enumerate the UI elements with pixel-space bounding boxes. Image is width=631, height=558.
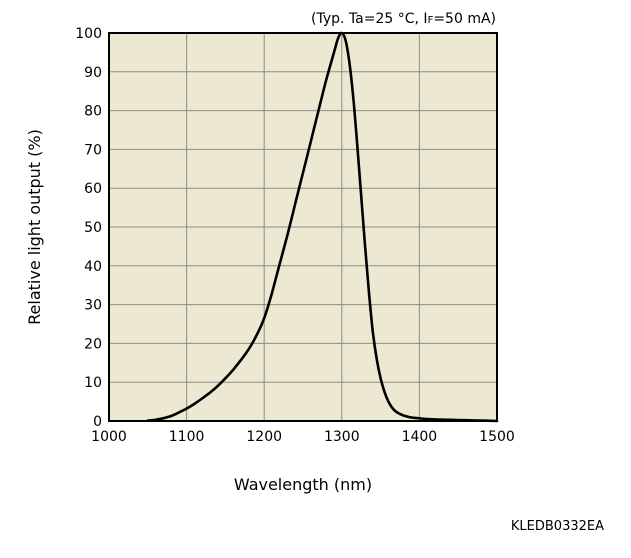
y-tick-label: 100 [75,26,102,42]
y-tick-label: 70 [84,142,102,158]
x-tick-label: 1100 [169,429,205,445]
note-prefix: (Typ. Ta=25 °C, I [311,11,428,27]
y-axis-title: Relative light output (%) [25,129,44,325]
x-tick-label: 1400 [402,429,438,445]
y-axis-ticks: 0 10 20 30 40 50 60 70 80 90 100 [75,26,102,430]
x-tick-label: 1000 [91,429,127,445]
y-tick-label: 80 [84,104,102,120]
plot-frame [108,32,498,422]
note-suffix: =50 mA) [433,11,496,27]
y-tick-label: 20 [84,336,102,352]
y-tick-label: 10 [84,375,102,391]
y-tick-label: 50 [84,220,102,236]
x-tick-label: 1300 [324,429,360,445]
x-tick-label: 1500 [479,429,515,445]
y-tick-label: 60 [84,181,102,197]
x-axis-ticks: 1000 1100 1200 1300 1400 1500 [91,429,515,445]
y-tick-label: 90 [84,65,102,81]
measurement-condition-note: (Typ. Ta=25 °C, IF=50 mA) [311,11,496,27]
x-tick-label: 1200 [246,429,282,445]
grid [109,33,497,421]
y-tick-label: 0 [93,414,102,430]
figure-code: KLEDB0332EA [511,519,604,534]
plot-frame-layer [108,32,498,422]
note-subscript: F [428,15,434,26]
y-tick-label: 30 [84,298,102,314]
x-axis-title: Wavelength (nm) [234,475,372,494]
y-tick-label: 40 [84,259,102,275]
